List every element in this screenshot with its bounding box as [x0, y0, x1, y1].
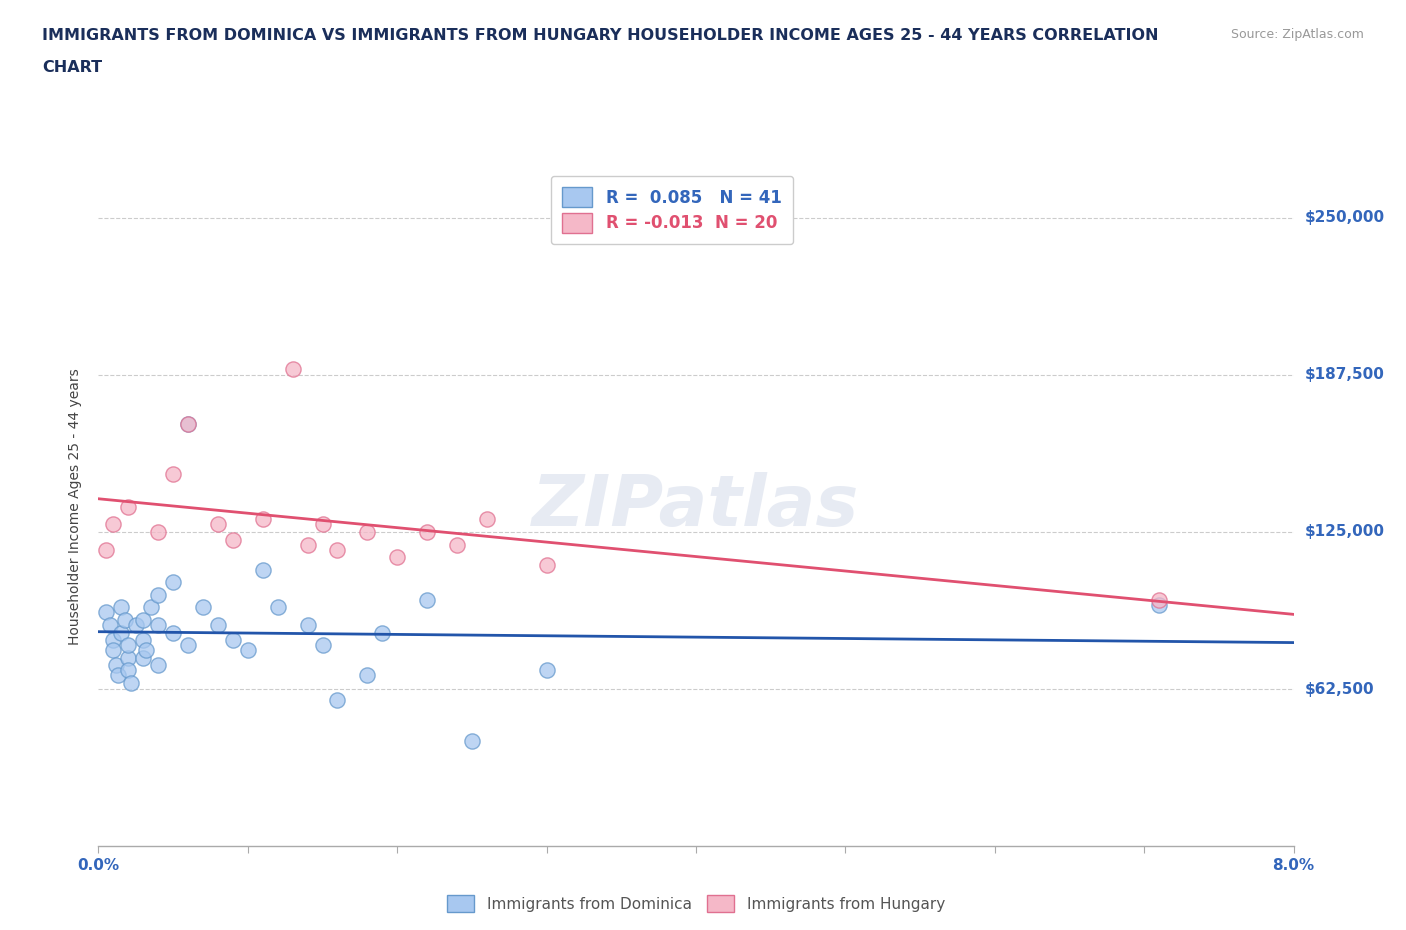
Text: Source: ZipAtlas.com: Source: ZipAtlas.com: [1230, 28, 1364, 41]
Point: [385, 550, 409, 565]
Point: [326, 693, 349, 708]
Text: $250,000: $250,000: [1305, 210, 1385, 225]
Point: [177, 417, 200, 432]
Point: [191, 600, 214, 615]
Point: [132, 650, 155, 665]
Point: [207, 618, 229, 632]
Text: ZIPatlas: ZIPatlas: [533, 472, 859, 541]
Point: [103, 517, 125, 532]
Point: [110, 625, 132, 640]
Point: [236, 643, 259, 658]
Point: [105, 658, 128, 672]
Point: [114, 613, 136, 628]
Point: [117, 650, 139, 665]
Point: [148, 618, 170, 632]
Point: [135, 643, 157, 658]
Point: [207, 517, 229, 532]
Y-axis label: Householder Income Ages 25 - 44 years: Householder Income Ages 25 - 44 years: [69, 368, 83, 645]
Point: [356, 525, 378, 539]
Point: [252, 512, 274, 527]
Point: [132, 613, 155, 628]
Point: [297, 618, 319, 632]
Point: [103, 632, 125, 647]
Point: [536, 557, 558, 572]
Point: [177, 417, 200, 432]
Point: [148, 658, 170, 672]
Point: [98, 618, 122, 632]
Point: [536, 663, 558, 678]
Point: [148, 588, 170, 603]
Point: [120, 675, 142, 690]
Point: [162, 625, 184, 640]
Point: [461, 733, 484, 748]
Point: [311, 517, 333, 532]
Point: [132, 632, 155, 647]
Text: IMMIGRANTS FROM DOMINICA VS IMMIGRANTS FROM HUNGARY HOUSEHOLDER INCOME AGES 25 -: IMMIGRANTS FROM DOMINICA VS IMMIGRANTS F…: [42, 28, 1159, 43]
Point: [107, 668, 129, 683]
Point: [222, 532, 245, 547]
Point: [1147, 592, 1170, 607]
Legend: Immigrants from Dominica, Immigrants from Hungary: Immigrants from Dominica, Immigrants fro…: [439, 887, 953, 920]
Point: [117, 499, 139, 514]
Point: [162, 575, 184, 590]
Point: [416, 525, 439, 539]
Point: [326, 542, 349, 557]
Point: [1147, 597, 1170, 612]
Point: [371, 625, 394, 640]
Point: [117, 638, 139, 653]
Point: [416, 592, 439, 607]
Text: $187,500: $187,500: [1305, 367, 1385, 382]
Point: [297, 538, 319, 552]
Point: [162, 467, 184, 482]
Point: [311, 638, 333, 653]
Point: [94, 605, 117, 620]
Point: [117, 663, 139, 678]
Text: CHART: CHART: [42, 60, 103, 75]
Point: [103, 643, 125, 658]
Point: [222, 632, 245, 647]
Point: [94, 542, 117, 557]
Point: [110, 600, 132, 615]
Point: [281, 361, 304, 376]
Point: [356, 668, 378, 683]
Point: [125, 618, 148, 632]
Point: [267, 600, 290, 615]
Text: $125,000: $125,000: [1305, 525, 1385, 539]
Point: [148, 525, 170, 539]
Point: [475, 512, 498, 527]
Point: [139, 600, 162, 615]
Point: [177, 638, 200, 653]
Text: $62,500: $62,500: [1305, 682, 1374, 697]
Point: [446, 538, 468, 552]
Point: [252, 563, 274, 578]
